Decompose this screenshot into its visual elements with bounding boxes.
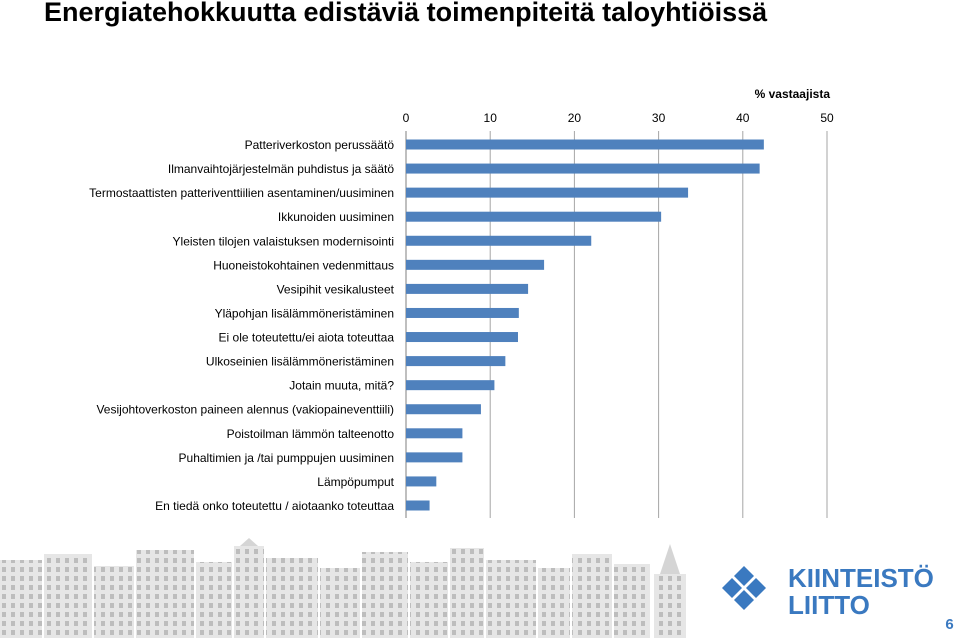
bar [406, 187, 689, 198]
category-label: Ei ole toteutettu/ei aiota toteuttaa [219, 331, 395, 345]
bar [406, 356, 506, 367]
x-tick-label: 20 [568, 111, 582, 125]
category-label: Ilmanvaihtojärjestelmän puhdistus ja sää… [168, 162, 394, 176]
bar [406, 283, 529, 294]
kiinteistoliitto-logo: KIINTEISTÖ LIITTO [722, 563, 934, 618]
category-label: Vesipihit vesikalusteet [277, 282, 395, 296]
bar [406, 235, 592, 246]
category-label: Patteriverkoston perussäätö [245, 138, 395, 152]
category-label: Yleisten tilojen valaistuksen modernisoi… [173, 234, 394, 248]
logo-text-line1: KIINTEISTÖ [788, 563, 934, 593]
bar [406, 500, 430, 511]
category-label: En tiedä onko toteutettu / aiotaanko tot… [155, 499, 394, 513]
bar [406, 259, 545, 270]
bar [406, 380, 495, 391]
category-label: Yläpohjan lisälämmöneristäminen [215, 306, 394, 320]
bar [406, 211, 662, 222]
logo-text-line2: LIITTO [788, 590, 870, 618]
unit-label: % vastaajista [755, 87, 831, 101]
category-label: Vesijohtoverkoston paineen alennus (vaki… [96, 403, 394, 417]
category-label: Huoneistokohtainen vedenmittaus [213, 258, 394, 272]
category-label: Termostaattisten patteriventtiilien asen… [89, 186, 394, 200]
category-label: Poistoilman lämmön talteenotto [227, 427, 395, 441]
bar [406, 404, 481, 415]
x-tick-label: 0 [403, 111, 410, 125]
x-tick-label: 10 [484, 111, 498, 125]
bar [406, 428, 463, 439]
category-label: Lämpöpumput [317, 475, 394, 489]
bar [406, 307, 519, 318]
category-label: Jotain muuta, mitä? [289, 379, 394, 393]
slide-title: Energiatehokkuutta edistäviä toimenpitei… [44, 0, 768, 27]
bar [406, 452, 463, 463]
category-label: Puhaltimien ja /tai pumppujen uusiminen [179, 451, 394, 465]
x-tick-label: 40 [736, 111, 750, 125]
category-label: Ikkunoiden uusiminen [278, 210, 394, 224]
bar [406, 139, 764, 150]
page-number: 6 [940, 612, 959, 638]
bar [406, 476, 437, 487]
category-label: Ulkoseinien lisälämmöneristäminen [206, 355, 394, 369]
bar [406, 163, 760, 174]
x-tick-label: 30 [652, 111, 666, 125]
bar-chart: 0 10 20 30 40 50 Patteriverkoston perussäätö Il… [89, 87, 834, 518]
bar [406, 332, 518, 343]
city-skyline-illustration [0, 538, 686, 638]
x-tick-label: 50 [820, 111, 834, 125]
